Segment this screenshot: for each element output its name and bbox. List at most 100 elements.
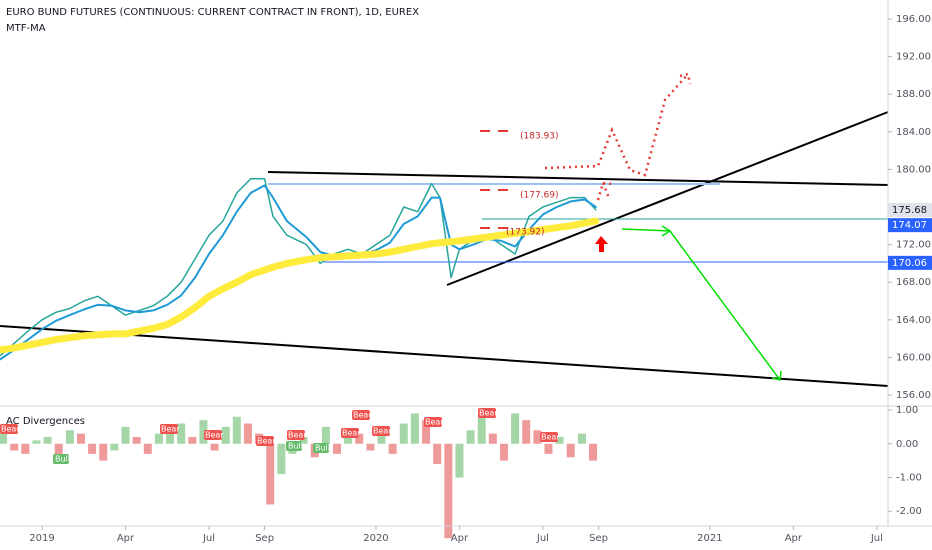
marker: Bear	[424, 417, 444, 427]
histogram-bar	[32, 440, 41, 444]
histogram-bar	[544, 443, 553, 454]
marker: Bear	[160, 424, 180, 434]
histogram-bar	[243, 423, 252, 444]
marker-text: Bear	[342, 429, 361, 438]
marker: Bear	[478, 408, 498, 418]
histogram-bar	[154, 433, 163, 444]
price-badge	[888, 255, 932, 270]
price-badge-label: 170.06	[892, 258, 927, 269]
histogram-bar	[21, 443, 30, 454]
marker: Bear	[352, 410, 372, 420]
histogram-bar	[410, 413, 419, 444]
histogram-bar	[299, 437, 308, 444]
marker: Bear	[341, 428, 361, 438]
histogram-bar	[88, 443, 97, 454]
x-tick-label: 2020	[363, 533, 388, 544]
histogram-bar	[433, 443, 442, 464]
histogram-bar	[266, 443, 275, 505]
price-badge	[888, 203, 932, 218]
histogram-bar	[99, 443, 108, 461]
histogram-bar	[143, 443, 152, 454]
y-tick-label: 196.00	[896, 14, 931, 25]
histogram-bar	[511, 413, 520, 444]
series-line	[0, 178, 597, 357]
x-tick-label: 2019	[29, 533, 54, 544]
series-line	[0, 184, 597, 361]
x-tick-label: Jul	[536, 533, 549, 544]
histogram-bar	[388, 443, 397, 454]
x-tick-label: Sep	[589, 533, 608, 544]
x-tick-label: 2021	[697, 533, 722, 544]
price-badge	[888, 218, 932, 233]
y-tick-label: 180.00	[896, 164, 931, 175]
y-tick-label: 172.00	[896, 240, 931, 251]
annotation: (183.93)	[520, 132, 559, 142]
histogram-bar	[166, 426, 175, 444]
marker: Bull	[53, 454, 70, 464]
markers: Bear Bear Bear Bear Bear Bear Bear Bear …	[0, 408, 560, 464]
histogram-bar	[333, 443, 342, 454]
marker-text: Bear	[479, 409, 498, 418]
histogram-bar	[321, 426, 330, 444]
histogram-bar	[188, 437, 197, 444]
histogram-bar	[210, 443, 219, 451]
marker: Bull	[313, 443, 330, 453]
price-badge-label: 174.07	[892, 220, 927, 231]
marker-text: Bull	[55, 455, 70, 464]
y-tick-label: -2.00	[896, 506, 922, 517]
x-tick-label: Apr	[451, 533, 469, 544]
price-badge-label: 175.68	[892, 205, 927, 216]
chart-title: EURO BUND FUTURES (CONTINUOUS: CURRENT C…	[6, 7, 419, 18]
histogram-bar	[455, 443, 464, 478]
histogram-bar	[110, 443, 119, 451]
histogram-bar	[232, 416, 241, 444]
marker-text: Bear	[288, 431, 307, 440]
marker-text: Bear	[205, 431, 224, 440]
histogram-bar	[355, 433, 364, 444]
x-tick-label: Jul	[202, 533, 215, 544]
marker-text: Bear	[353, 411, 372, 420]
histogram-bar	[566, 443, 575, 458]
series-line	[0, 217, 600, 354]
histogram-bar	[65, 430, 74, 444]
y-tick-label: 0.00	[896, 439, 918, 450]
x-tick-label: Sep	[255, 533, 274, 544]
marker-text: Bear	[1, 425, 20, 434]
y-tick-label: 184.00	[896, 127, 931, 138]
histogram-bar	[121, 426, 130, 444]
histogram-bar	[132, 437, 141, 444]
histogram-bar	[199, 420, 208, 444]
histogram-bar	[43, 437, 52, 444]
indicator-title: AC Divergences	[6, 416, 85, 427]
trend-line	[446, 111, 889, 286]
histogram-bar	[499, 443, 508, 461]
chart-subtitle: MTF-MA	[6, 23, 46, 34]
y-tick-label: 192.00	[896, 52, 931, 63]
marker: Bear	[540, 432, 560, 442]
y-tick-label: 156.00	[896, 390, 931, 401]
histogram-bar	[10, 443, 19, 451]
marker: Bear	[0, 424, 20, 434]
marker-text: Bull	[315, 444, 330, 453]
y-tick-label: 164.00	[896, 315, 931, 326]
histogram-bar	[0, 433, 8, 444]
histogram-bar	[522, 420, 531, 444]
x-tick-label: Jul	[870, 533, 883, 544]
histogram-bar	[577, 433, 586, 444]
marker-text: Bear	[541, 433, 560, 442]
x-tick-label: Apr	[785, 533, 803, 544]
histogram-bar	[466, 430, 475, 444]
annotation: (177.69)	[520, 191, 559, 201]
histogram-bar	[533, 430, 542, 444]
histogram-bar	[444, 443, 453, 539]
histogram-bar	[589, 443, 598, 461]
drawings	[0, 72, 889, 387]
marker: Bear	[287, 430, 307, 440]
trend-line	[0, 325, 889, 387]
marker: Bear	[372, 426, 392, 436]
y-tick-label: 1.00	[896, 405, 918, 416]
marker-text: Bull	[288, 442, 303, 451]
histogram-bar	[488, 433, 497, 444]
histogram-bar	[277, 443, 286, 475]
